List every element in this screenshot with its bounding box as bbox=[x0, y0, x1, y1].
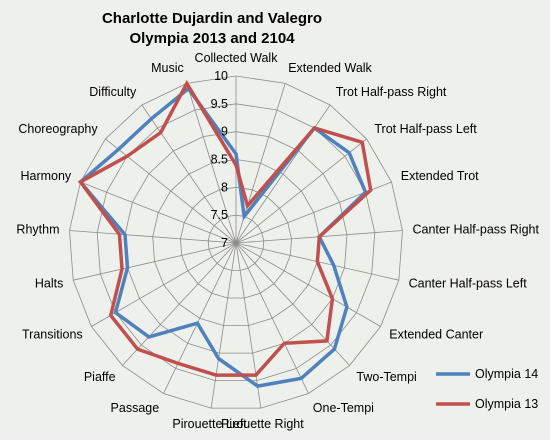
category-label: Difficulty bbox=[89, 85, 137, 99]
grid-spoke bbox=[80, 181, 237, 244]
category-label: Pirouette Right bbox=[221, 417, 304, 431]
category-label: Trot Half-pass Left bbox=[374, 122, 477, 136]
tick-label: 7.5 bbox=[211, 208, 228, 222]
radar-series bbox=[77, 79, 373, 388]
category-label: Passage bbox=[111, 401, 160, 415]
category-label: Two-Tempi bbox=[356, 370, 416, 384]
grid-ring bbox=[207, 214, 265, 271]
series-line bbox=[78, 86, 368, 388]
category-label: Halts bbox=[35, 277, 63, 291]
grid-spoke bbox=[122, 242, 237, 366]
legend: Olympia 14 Olympia 13 bbox=[436, 367, 538, 411]
tick-label: 7 bbox=[221, 236, 228, 250]
category-label: Pirouette Left bbox=[172, 417, 247, 431]
series-line bbox=[77, 79, 373, 377]
tick-label: 9 bbox=[221, 125, 228, 139]
category-label: Extended Walk bbox=[288, 61, 372, 75]
tick-label: 8.5 bbox=[211, 153, 228, 167]
category-label: Transitions bbox=[22, 328, 83, 342]
category-label: Piaffe bbox=[84, 370, 116, 384]
grid-ring bbox=[152, 159, 320, 327]
category-labels: Collected Walk Extended Walk Trot Half-pas… bbox=[16, 51, 539, 431]
category-label: Extended Trot bbox=[401, 169, 479, 183]
category-label: Canter Half-pass Right bbox=[413, 222, 540, 236]
category-label: Harmony bbox=[20, 169, 71, 183]
category-label: Trot Half-pass Right bbox=[336, 85, 447, 99]
category-label: One-Tempi bbox=[313, 401, 374, 415]
grid-spoke bbox=[235, 242, 309, 394]
grid-spoke bbox=[235, 242, 350, 366]
category-label: Music bbox=[151, 61, 184, 75]
grid-spoke bbox=[235, 242, 262, 409]
category-label: Extended Canter bbox=[389, 328, 483, 342]
grid-spoke bbox=[163, 242, 237, 394]
grid-spoke bbox=[210, 242, 237, 409]
category-label: Choreography bbox=[18, 122, 98, 136]
tick-label: 8 bbox=[221, 180, 228, 194]
grid-spoke bbox=[186, 83, 237, 244]
grid-ring bbox=[69, 75, 403, 409]
grid-spoke bbox=[235, 242, 381, 327]
grid-ring bbox=[124, 131, 348, 354]
grid-ring bbox=[96, 103, 376, 382]
grid-spoke bbox=[235, 138, 367, 244]
grid-spoke bbox=[141, 104, 237, 244]
tick-label: 9.5 bbox=[211, 97, 228, 111]
category-label: Canter Half-pass Left bbox=[409, 277, 528, 291]
category-label: Rhythm bbox=[16, 222, 59, 236]
radial-tick-labels: 7 7.5 8 8.5 9 9.5 10 bbox=[211, 69, 228, 250]
grid-spoke bbox=[73, 242, 237, 281]
grid-spoke bbox=[69, 230, 237, 244]
tick-label: 10 bbox=[214, 69, 228, 83]
grid-spoke bbox=[91, 242, 237, 327]
category-label: Collected Walk bbox=[195, 51, 279, 65]
legend-label: Olympia 13 bbox=[475, 397, 538, 411]
chart-title-line-1: Charlotte Dujardin and Valegro bbox=[102, 10, 322, 27]
grid-ring bbox=[180, 186, 292, 299]
legend-label: Olympia 14 bbox=[475, 367, 538, 381]
chart-title-line-2: Olympia 2013 and 2104 bbox=[129, 30, 295, 47]
